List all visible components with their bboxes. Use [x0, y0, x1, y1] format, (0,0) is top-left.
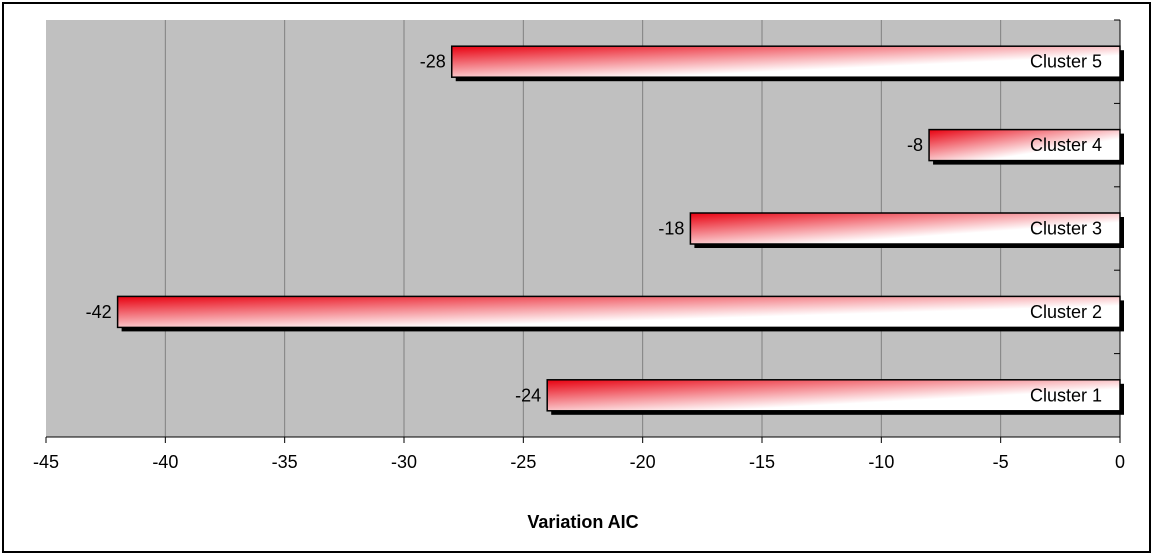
x-tick-label: -35 [272, 452, 298, 472]
data-label: -42 [86, 302, 112, 322]
bar-cluster-4 [928, 128, 1121, 162]
data-label: -28 [420, 52, 446, 72]
x-tick-label: -5 [993, 452, 1009, 472]
category-label: Cluster 4 [1030, 135, 1102, 155]
category-label: Cluster 3 [1030, 219, 1102, 239]
x-tick-label: -25 [510, 452, 536, 472]
x-tick-label: -20 [630, 452, 656, 472]
bar-cluster-5 [450, 45, 1121, 78]
bar-cluster-1 [546, 379, 1121, 412]
x-tick-label: -15 [749, 452, 775, 472]
bar-cluster-2 [116, 295, 1121, 329]
bar-cluster-3 [689, 212, 1121, 245]
data-label: -8 [907, 135, 923, 155]
x-tick-label: -10 [868, 452, 894, 472]
data-label: -18 [658, 219, 684, 239]
data-label: -24 [515, 385, 541, 405]
x-tick-label: 0 [1115, 452, 1125, 472]
category-label: Cluster 2 [1030, 302, 1102, 322]
x-axis-label: Variation AIC [527, 512, 638, 532]
x-tick-label: -40 [152, 452, 178, 472]
x-tick-labels: -45 -40 -35 -30 -25 -20 -15 -10 -5 0 [33, 452, 1125, 472]
x-tick-label: -45 [33, 452, 59, 472]
x-tick-label: -30 [391, 452, 417, 472]
category-label: Cluster 5 [1030, 52, 1102, 72]
bars: -24 Cluster 1 -42 Cluster 2 -18 Cluster 3 -8 Cl… [86, 45, 1125, 415]
category-label: Cluster 1 [1030, 385, 1102, 405]
